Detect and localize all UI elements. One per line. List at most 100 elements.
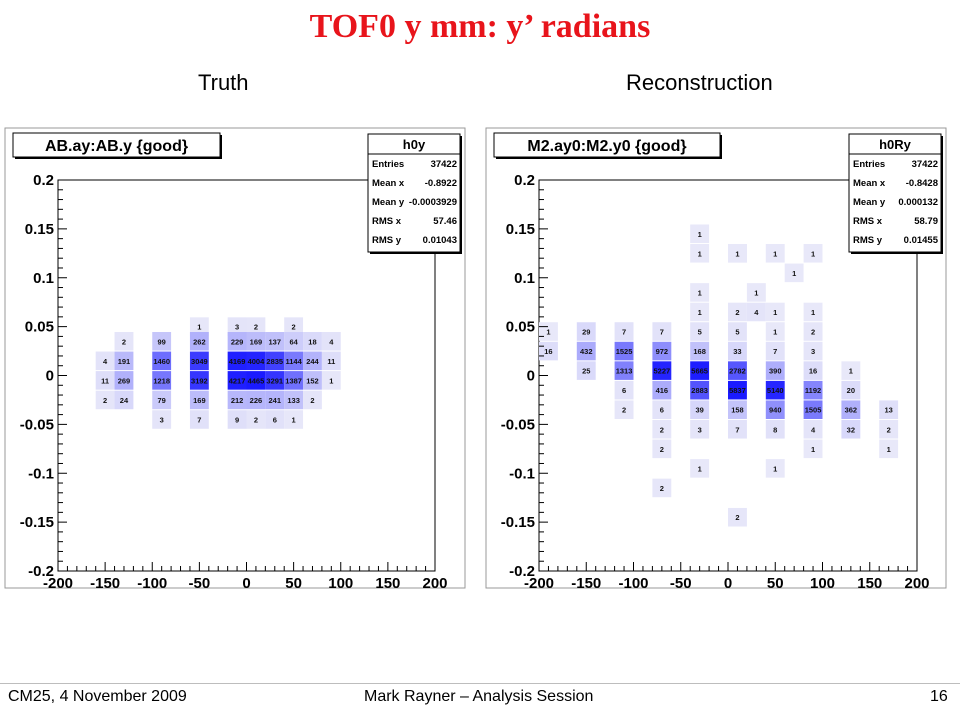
bin-count-label: 18 bbox=[308, 337, 316, 346]
histogram-bin bbox=[114, 371, 134, 390]
histogram-bin bbox=[114, 351, 134, 371]
stats-label: Entries bbox=[853, 159, 885, 170]
histogram-bin bbox=[728, 507, 747, 527]
bin-count-label: 416 bbox=[656, 386, 669, 395]
y-tick-label: -0.15 bbox=[501, 514, 535, 531]
histogram-bin bbox=[303, 390, 322, 410]
histogram-bin bbox=[803, 400, 823, 419]
bin-count-label: 1 bbox=[811, 445, 815, 454]
histogram-bin bbox=[841, 380, 861, 400]
histogram-bin bbox=[746, 283, 766, 302]
bin-count-label: 9 bbox=[235, 415, 239, 424]
histogram-bin bbox=[652, 400, 672, 419]
histogram-bin bbox=[284, 351, 304, 371]
histogram-bin bbox=[765, 361, 785, 380]
bin-count-label: 2 bbox=[622, 406, 626, 415]
x-tick-label: 150 bbox=[857, 575, 882, 592]
bin-count-label: 7 bbox=[197, 415, 201, 424]
stats-label: Mean x bbox=[372, 178, 405, 189]
histogram-bin bbox=[576, 361, 596, 380]
bin-count-label: 1525 bbox=[616, 347, 633, 356]
bin-count-label: 2 bbox=[660, 425, 664, 434]
histogram-bin bbox=[614, 322, 634, 341]
stats-value: 37422 bbox=[912, 159, 938, 170]
histogram-bin bbox=[189, 371, 209, 390]
bin-count-label: 5 bbox=[698, 328, 702, 337]
x-tick-label: 0 bbox=[242, 575, 250, 592]
stats-label: Entries bbox=[372, 159, 404, 170]
truth-histogram: 1 3 2 22 99 262 229 169 137 64 18 44 191 1460 3049 4169… bbox=[4, 127, 466, 592]
bin-count-label: 1 bbox=[735, 249, 739, 258]
histogram-bin bbox=[728, 380, 747, 400]
histogram-bin bbox=[614, 361, 634, 380]
bin-count-label: 1313 bbox=[616, 367, 633, 376]
bin-count-label: 1 bbox=[849, 367, 853, 376]
histogram-bin bbox=[303, 351, 322, 371]
histogram-bin bbox=[690, 361, 710, 380]
bin-count-label: 33 bbox=[733, 347, 741, 356]
bin-count-label: 1 bbox=[773, 328, 777, 337]
stats-name: h0Ry bbox=[879, 137, 912, 152]
histogram-bin bbox=[803, 302, 823, 322]
histogram-bin bbox=[803, 322, 823, 341]
histogram-bin bbox=[690, 283, 710, 302]
histogram-bin bbox=[189, 317, 209, 336]
histogram-bin bbox=[152, 410, 172, 429]
bin-count-label: 1 bbox=[292, 415, 296, 424]
bin-count-label: 432 bbox=[580, 347, 593, 356]
bin-count-label: 191 bbox=[118, 357, 131, 366]
stats-value: 37422 bbox=[431, 159, 457, 170]
bin-count-label: 212 bbox=[231, 396, 244, 405]
histogram-bin bbox=[765, 302, 785, 322]
histogram-bin bbox=[265, 351, 285, 371]
histogram-bin bbox=[227, 351, 247, 371]
bin-count-label: 1 bbox=[698, 249, 702, 258]
histogram-title-box bbox=[12, 132, 221, 158]
bin-count-label: 11 bbox=[101, 376, 109, 385]
bin-count-label: 4004 bbox=[248, 357, 266, 366]
histogram-bin bbox=[652, 419, 672, 439]
bin-count-label: 5227 bbox=[654, 367, 671, 376]
bin-count-label: 4217 bbox=[229, 376, 246, 385]
x-tick-label: 0 bbox=[724, 575, 732, 592]
bin-count-label: 1 bbox=[546, 328, 550, 337]
histogram-title: AB.ay:AB.y {good} bbox=[45, 138, 188, 155]
histogram-bin bbox=[284, 371, 304, 390]
bin-count-label: 7 bbox=[735, 425, 739, 434]
bin-count-label: 79 bbox=[158, 396, 166, 405]
histogram-bin bbox=[690, 459, 710, 478]
stats-label: Mean y bbox=[372, 197, 405, 208]
bin-count-label: 226 bbox=[250, 396, 263, 405]
bin-count-label: 4 bbox=[103, 357, 108, 366]
stats-value: -0.0003929 bbox=[409, 197, 457, 208]
reconstruction-subtitle: Reconstruction bbox=[626, 70, 773, 95]
x-tick-label: 200 bbox=[422, 575, 447, 592]
histogram-bin bbox=[652, 478, 672, 498]
histogram-bin bbox=[879, 439, 899, 459]
histogram-bin bbox=[728, 302, 747, 322]
x-tick-label: -100 bbox=[137, 575, 167, 592]
bin-count-label: 29 bbox=[582, 328, 590, 337]
bin-count-label: 2 bbox=[310, 396, 314, 405]
histogram-bin bbox=[227, 371, 247, 390]
bin-count-label: 1 bbox=[773, 308, 777, 317]
y-tick-label: -0.05 bbox=[501, 416, 535, 433]
stats-label: RMS x bbox=[853, 216, 883, 227]
bin-count-label: 4 bbox=[811, 425, 816, 434]
bin-count-label: 229 bbox=[231, 337, 244, 346]
bin-count-label: 269 bbox=[118, 376, 131, 385]
bin-count-label: 3 bbox=[235, 323, 239, 332]
histogram-bin bbox=[614, 380, 634, 400]
bin-count-label: 4465 bbox=[248, 376, 265, 385]
y-tick-label: 0.2 bbox=[33, 172, 54, 189]
histogram-bin bbox=[652, 380, 672, 400]
histogram-bin bbox=[189, 410, 209, 429]
bin-count-label: 1 bbox=[754, 288, 758, 297]
bin-count-label: 2 bbox=[103, 396, 107, 405]
histogram-bin bbox=[152, 332, 172, 351]
reco-histogram: 1111111111241112977551216432152597216833… bbox=[485, 127, 947, 592]
histogram-bin bbox=[265, 371, 285, 390]
histogram-bin bbox=[690, 419, 710, 439]
x-tick-label: -50 bbox=[189, 575, 211, 592]
bin-count-label: 6 bbox=[660, 406, 664, 415]
